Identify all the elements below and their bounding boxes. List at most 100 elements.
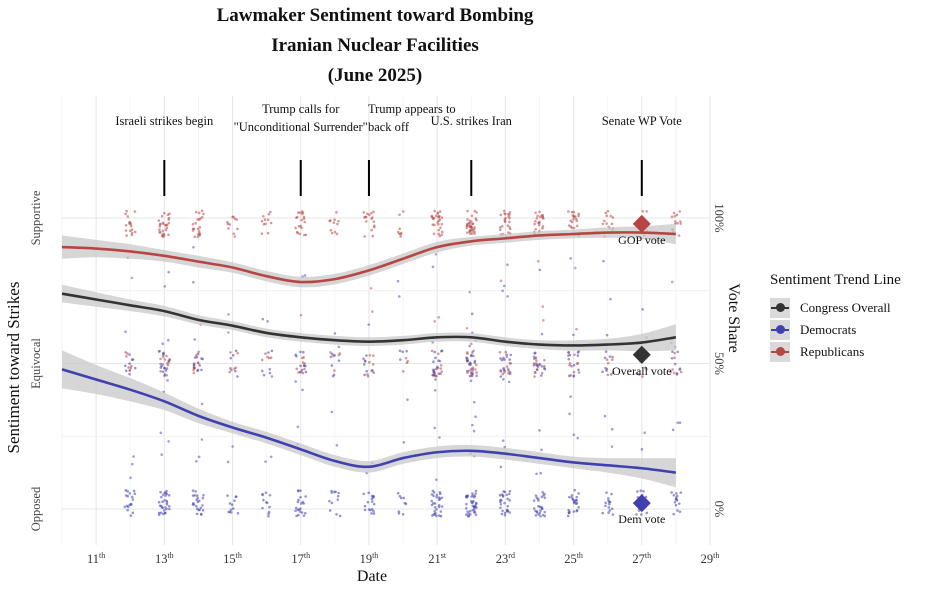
data-point: [539, 374, 543, 377]
data-point: [167, 440, 170, 443]
data-point: [296, 489, 300, 492]
data-point: [304, 370, 308, 374]
data-point: [193, 494, 197, 497]
data-point: [534, 227, 537, 231]
y2-axis-label: Vote Share: [725, 283, 742, 352]
data-point: [468, 374, 472, 378]
data-point: [503, 217, 507, 221]
data-point: [537, 221, 540, 225]
data-point: [538, 511, 542, 515]
data-point: [200, 438, 204, 441]
data-point: [398, 349, 402, 353]
y-tick-label-right: 100%: [712, 203, 726, 232]
data-point: [233, 235, 237, 238]
data-point: [371, 363, 375, 366]
data-point: [124, 330, 127, 334]
x-tick-label: 19th: [360, 551, 379, 566]
data-point: [366, 500, 370, 504]
data-point: [440, 216, 444, 219]
data-point: [159, 511, 163, 515]
data-point: [539, 509, 542, 512]
data-point: [371, 368, 374, 372]
data-point: [329, 228, 333, 232]
data-point: [200, 402, 204, 406]
vote-marker-label: GOP vote: [618, 233, 665, 247]
data-point: [676, 509, 679, 512]
data-point: [372, 494, 375, 498]
data-point: [566, 514, 570, 518]
legend-label-gop: Republicans: [800, 344, 865, 359]
data-point: [572, 363, 576, 367]
data-point: [124, 494, 128, 497]
data-point: [200, 512, 203, 516]
data-point: [296, 211, 300, 214]
data-point: [674, 503, 678, 507]
data-point: [336, 498, 340, 501]
data-point: [335, 211, 338, 214]
data-point: [195, 498, 199, 502]
data-point: [161, 370, 165, 374]
data-point: [166, 362, 169, 365]
data-point: [670, 215, 674, 219]
data-point: [159, 362, 162, 366]
data-point: [469, 342, 473, 346]
data-point: [270, 375, 274, 378]
data-point: [434, 378, 437, 381]
data-point: [500, 358, 504, 362]
data-point: [302, 364, 306, 367]
legend-label-overall: Congress Overall: [800, 300, 891, 315]
data-point: [234, 366, 238, 369]
x-tick-label: 15th: [223, 551, 242, 566]
data-point: [670, 491, 673, 494]
vote-marker-gop: [632, 214, 651, 233]
data-point: [158, 230, 161, 234]
data-point: [606, 373, 610, 377]
data-point: [502, 284, 506, 288]
data-point: [333, 230, 337, 234]
data-point: [231, 445, 234, 448]
data-point: [227, 510, 230, 514]
data-point: [675, 492, 678, 495]
data-point: [196, 369, 199, 373]
data-point: [508, 362, 512, 365]
data-point: [436, 221, 439, 224]
data-point: [470, 214, 474, 218]
data-point: [201, 504, 204, 507]
data-point: [202, 212, 205, 216]
data-point: [330, 491, 334, 494]
vote-marker-overall: [632, 345, 651, 364]
data-point: [130, 228, 134, 231]
data-point: [294, 353, 297, 357]
data-point: [508, 499, 511, 502]
y-tick-label-right: 0%: [712, 501, 726, 518]
data-point: [192, 363, 196, 367]
data-point: [439, 226, 442, 229]
event-label: Senate WP Vote: [602, 114, 683, 128]
legend-key-gop: [770, 342, 790, 362]
data-point: [191, 222, 195, 226]
data-point: [498, 351, 502, 354]
data-point: [335, 513, 338, 516]
data-point: [227, 313, 230, 316]
data-point: [158, 225, 162, 228]
data-point: [438, 234, 442, 238]
data-point: [330, 352, 334, 356]
data-point: [124, 223, 128, 227]
data-point: [372, 509, 375, 513]
data-point: [601, 370, 604, 374]
data-point: [605, 369, 608, 372]
legend: Sentiment Trend Line Congress Overall De…: [770, 272, 901, 363]
data-point: [160, 453, 163, 456]
data-point: [128, 362, 131, 365]
data-point: [166, 379, 169, 382]
data-point: [498, 228, 502, 232]
data-point: [501, 224, 504, 228]
data-point: [161, 229, 165, 233]
data-point: [336, 222, 339, 226]
data-point: [431, 217, 435, 220]
data-point: [192, 503, 196, 506]
data-point: [130, 495, 134, 499]
data-point: [437, 496, 441, 499]
data-point: [167, 221, 171, 225]
data-point: [163, 366, 166, 370]
